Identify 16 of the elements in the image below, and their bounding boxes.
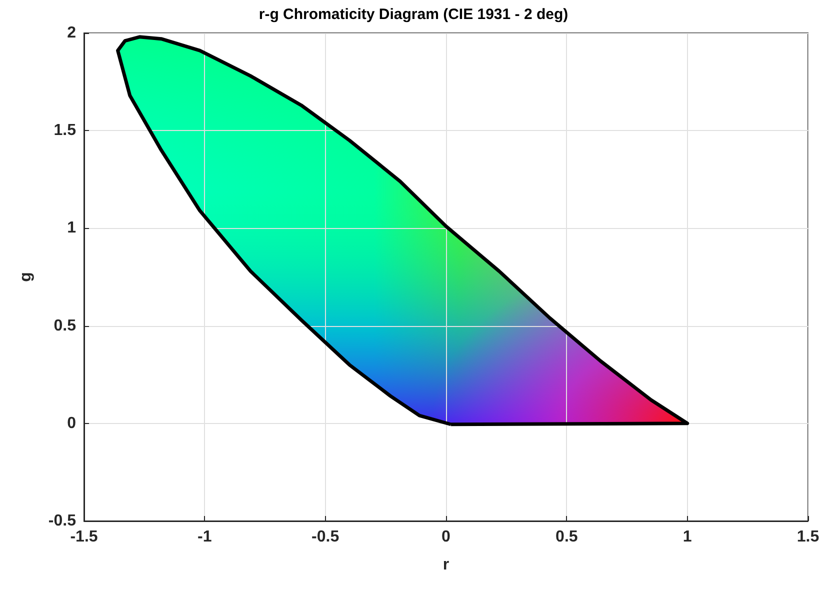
x-tick-label: 1.5: [796, 528, 820, 546]
x-tick-label: 1: [682, 528, 692, 546]
x-tick-label: -0.5: [312, 528, 340, 546]
y-axis-title: g: [18, 272, 34, 282]
y-tick-label: 0.5: [54, 317, 76, 334]
y-tick-label: -0.5: [48, 512, 76, 530]
x-tick-label: 0.5: [556, 528, 578, 546]
chart-title: r-g Chromaticity Diagram (CIE 1931 - 2 deg): [258, 6, 568, 23]
x-tick-label: 0: [442, 528, 451, 546]
x-tick-label: -1.5: [70, 528, 98, 546]
x-axis-title: r: [442, 556, 450, 574]
y-tick-label: 0: [67, 414, 76, 432]
y-tick-label: 2: [67, 24, 76, 42]
x-tick-label: -1: [198, 528, 212, 546]
y-tick-label: 1: [67, 220, 76, 237]
y-tick-label: 1.5: [54, 122, 76, 140]
